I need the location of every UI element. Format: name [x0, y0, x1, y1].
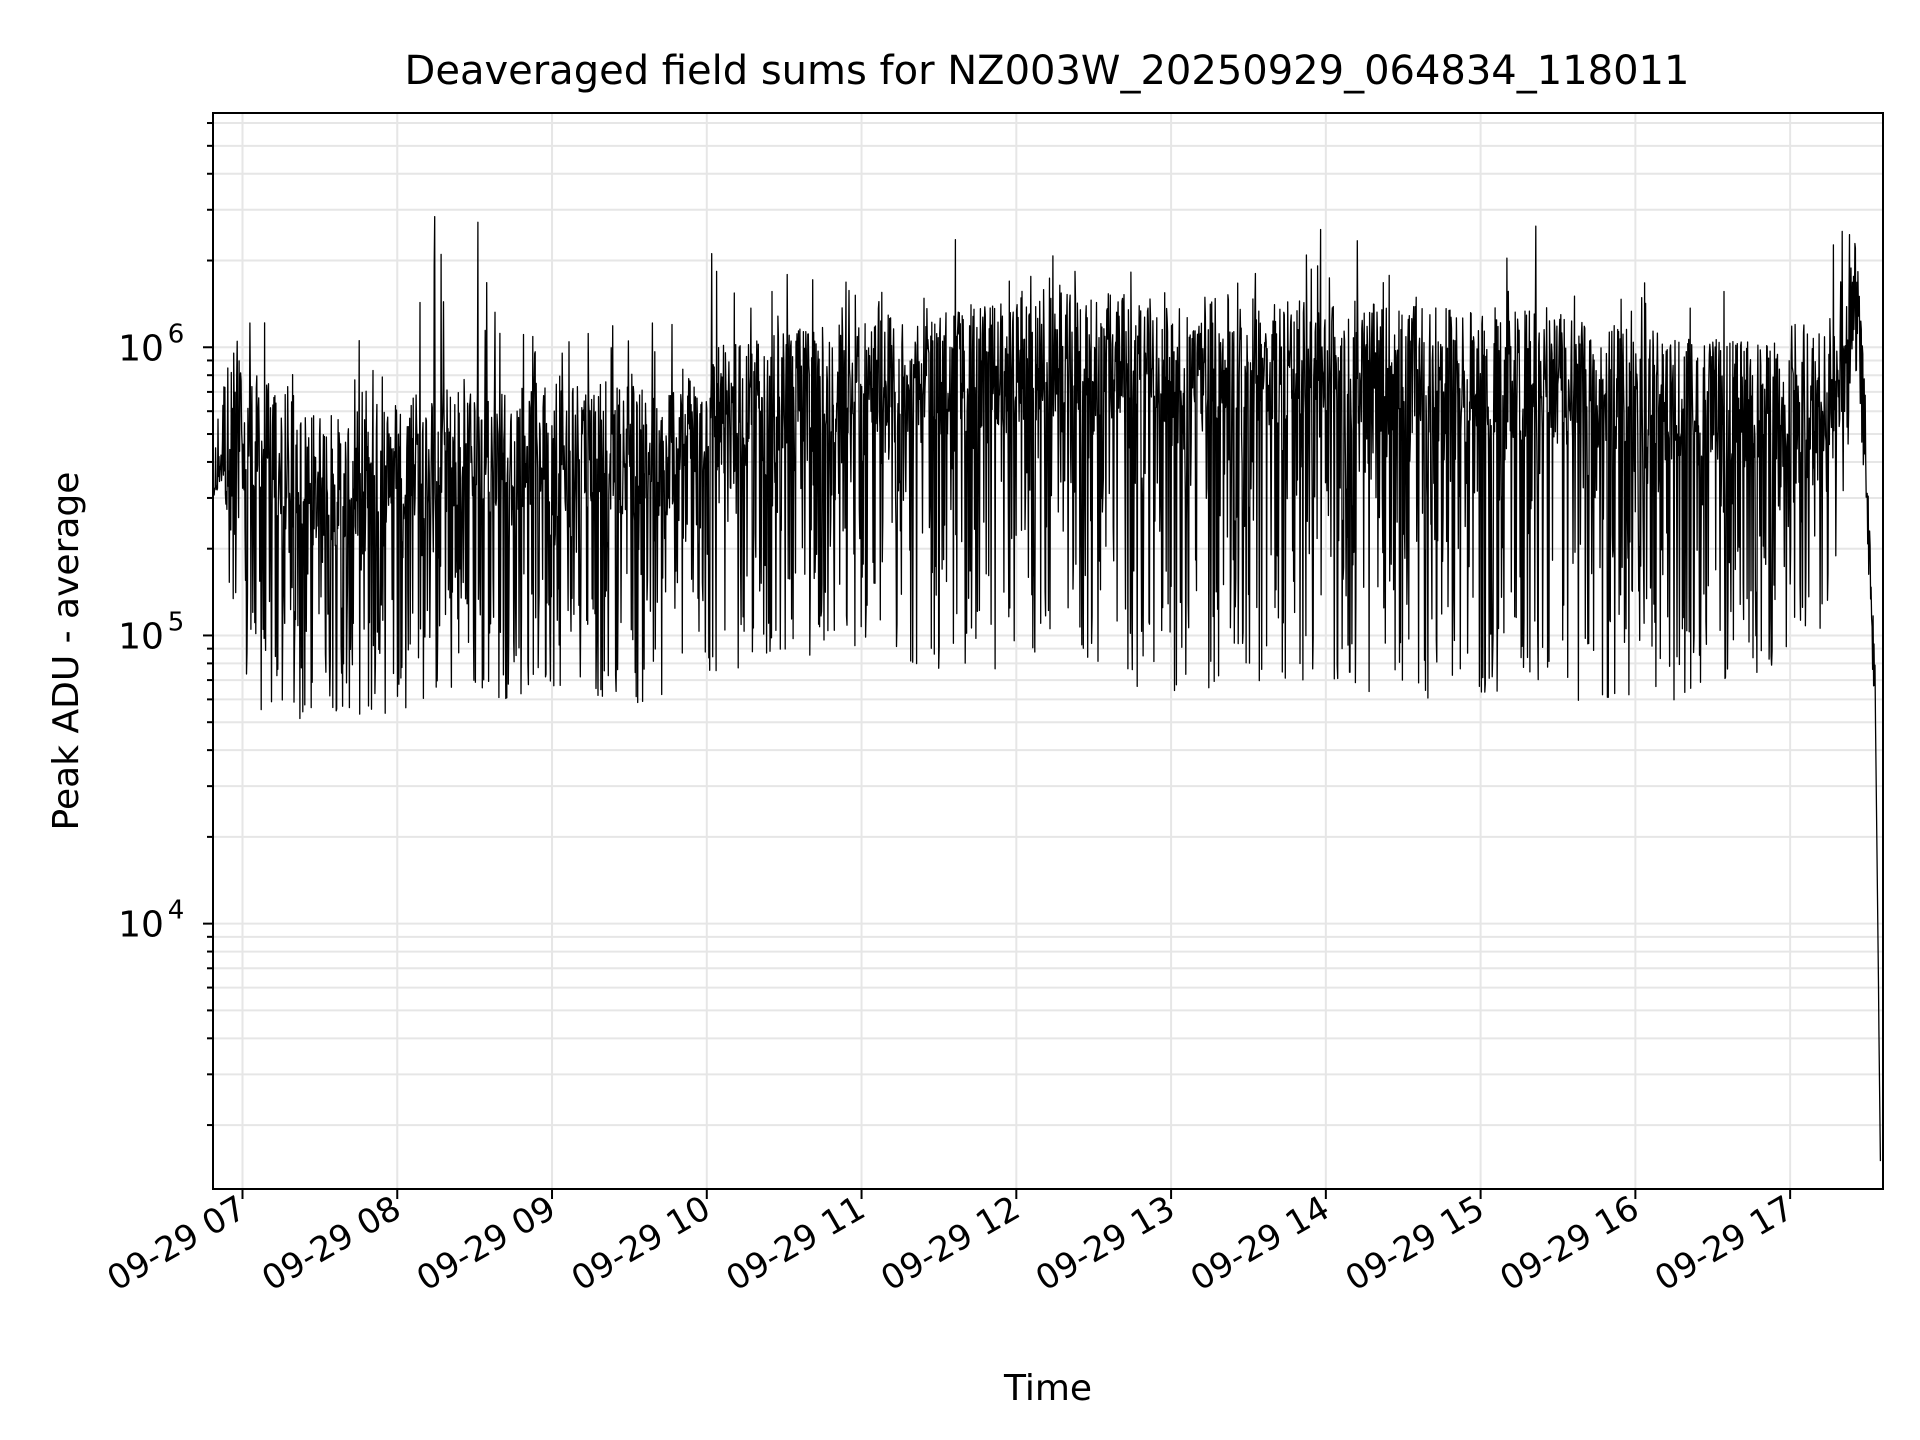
y-tick-label: 10 6: [118, 319, 184, 369]
y-tick-exponent: 6: [168, 319, 185, 349]
series-polyline: [213, 215, 1882, 1162]
y-tick-base: 10: [118, 616, 164, 657]
y-tick-exponent: 5: [168, 607, 185, 637]
chart-title: Deaveraged field sums for NZ003W_2025092…: [405, 48, 1690, 94]
y-tick-exponent: 4: [168, 896, 185, 926]
y-tick-label: 10 5: [118, 607, 184, 657]
series-line: [213, 215, 1882, 1162]
y-tick-base: 10: [118, 905, 164, 946]
x-axis-label: Time: [1003, 1368, 1092, 1409]
y-axis-label: Peak ADU - average: [46, 472, 87, 831]
y-tick-label: 10 4: [118, 896, 184, 946]
y-tick-base: 10: [118, 328, 164, 369]
plot-frame: [212, 112, 1884, 1190]
